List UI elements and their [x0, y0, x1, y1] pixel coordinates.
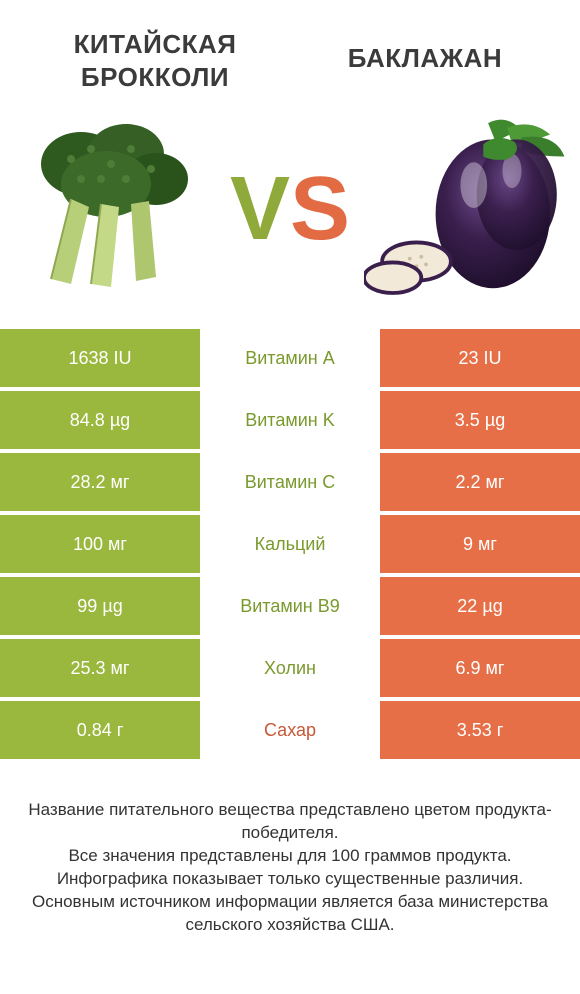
footer-line-3: Инфографика показывает только существенн… [22, 868, 558, 891]
cell-right-value: 6.9 мг [380, 639, 580, 697]
cell-left-value: 1638 IU [0, 329, 200, 387]
cell-nutrient-label: Кальций [200, 515, 380, 573]
cell-nutrient-label: Витамин B9 [200, 577, 380, 635]
title-right: БАКЛАЖАН [290, 28, 560, 75]
cell-right-value: 9 мг [380, 515, 580, 573]
vs-label: VS [224, 164, 356, 254]
cell-nutrient-label: Сахар [200, 701, 380, 759]
cell-right-value: 22 µg [380, 577, 580, 635]
header: КИТАЙСКАЯ БРОККОЛИ БАКЛАЖАН [0, 0, 580, 99]
broccoli-image [6, 109, 216, 309]
footer-line-4: Основным источником информации является … [22, 891, 558, 937]
cell-nutrient-label: Витамин K [200, 391, 380, 449]
title-left-line2: БРОККОЛИ [81, 62, 229, 92]
table-row: 99 µgВитамин B922 µg [0, 577, 580, 635]
cell-right-value: 23 IU [380, 329, 580, 387]
cell-left-value: 84.8 µg [0, 391, 200, 449]
table-row: 84.8 µgВитамин K3.5 µg [0, 391, 580, 449]
table-row: 25.3 мгХолин6.9 мг [0, 639, 580, 697]
cell-right-value: 2.2 мг [380, 453, 580, 511]
title-left: КИТАЙСКАЯ БРОККОЛИ [20, 28, 290, 93]
cell-left-value: 0.84 г [0, 701, 200, 759]
cell-nutrient-label: Витамин C [200, 453, 380, 511]
cell-nutrient-label: Холин [200, 639, 380, 697]
table-row: 28.2 мгВитамин C2.2 мг [0, 453, 580, 511]
footer-line-2: Все значения представлены для 100 граммо… [22, 845, 558, 868]
table-row: 100 мгКальций9 мг [0, 515, 580, 573]
broccoli-icon [6, 109, 216, 309]
comparison-table: 1638 IUВитамин A23 IU84.8 µgВитамин K3.5… [0, 329, 580, 759]
cell-left-value: 28.2 мг [0, 453, 200, 511]
footer-notes: Название питательного вещества представл… [0, 759, 580, 937]
cell-nutrient-label: Витамин A [200, 329, 380, 387]
title-right-text: БАКЛАЖАН [348, 43, 502, 73]
vs-s: S [290, 159, 350, 259]
title-left-line1: КИТАЙСКАЯ [74, 29, 237, 59]
table-row: 1638 IUВитамин A23 IU [0, 329, 580, 387]
cell-left-value: 25.3 мг [0, 639, 200, 697]
image-row: VS [0, 99, 580, 329]
vs-v: V [230, 159, 290, 259]
cell-left-value: 99 µg [0, 577, 200, 635]
cell-left-value: 100 мг [0, 515, 200, 573]
footer-line-1: Название питательного вещества представл… [22, 799, 558, 845]
eggplant-image [364, 109, 574, 309]
table-row: 0.84 гСахар3.53 г [0, 701, 580, 759]
cell-right-value: 3.53 г [380, 701, 580, 759]
cell-right-value: 3.5 µg [380, 391, 580, 449]
eggplant-icon [364, 109, 574, 309]
